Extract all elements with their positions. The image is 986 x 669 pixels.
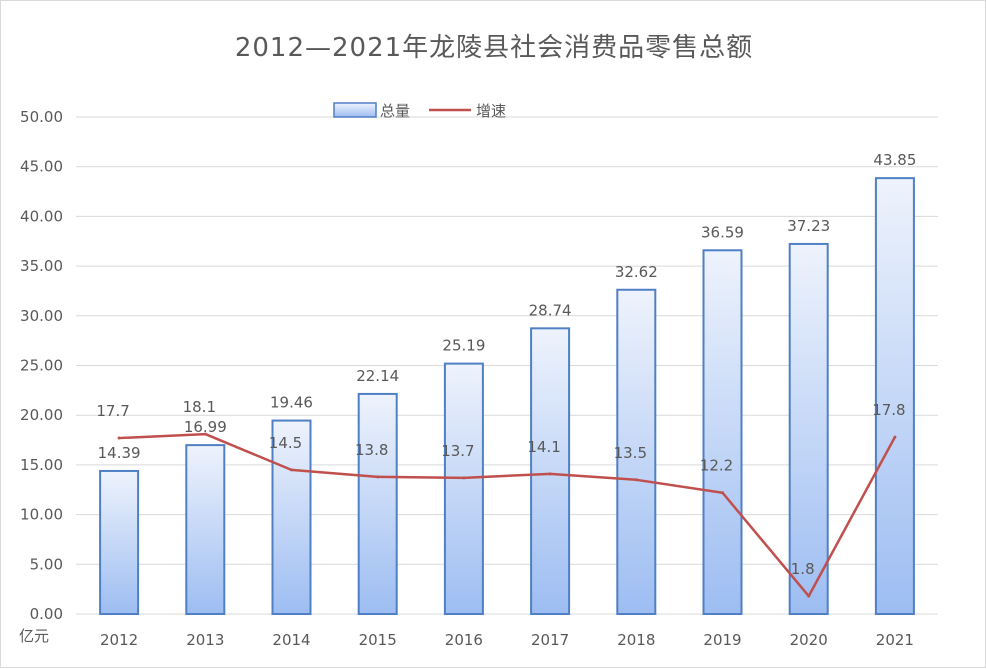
x-tick-label: 2013 (186, 631, 224, 649)
bar (185, 444, 226, 615)
y-tick-label: 45.00 (20, 158, 63, 176)
bar-data-label: 43.85 (873, 151, 916, 169)
bar (530, 327, 571, 615)
y-tick-label: 25.00 (20, 357, 63, 375)
line-data-label: 14.1 (527, 438, 560, 456)
bar (99, 469, 140, 616)
legend-label: 总量 (380, 102, 410, 120)
bar (874, 177, 915, 615)
y-tick-label: 15.00 (20, 456, 63, 474)
y-tick-label: 35.00 (20, 257, 63, 275)
line-data-label: 13.8 (355, 441, 388, 459)
bar (616, 288, 657, 615)
line-point (376, 475, 380, 479)
y-tick-label: 30.00 (20, 307, 63, 325)
line-point (548, 472, 552, 476)
line-point (807, 594, 811, 598)
line-point (462, 476, 466, 480)
line-data-label: 13.7 (441, 442, 474, 460)
bar-data-label: 36.59 (701, 223, 744, 241)
x-tick-label: 2012 (100, 631, 138, 649)
x-tick-label: 2017 (531, 631, 569, 649)
line-point (634, 478, 638, 482)
bar (788, 242, 829, 615)
y-tick-label: 40.00 (20, 207, 63, 225)
line-point (117, 436, 121, 440)
y-tick-label: 5.00 (30, 555, 63, 573)
y-tick-label: 0.00 (30, 605, 63, 623)
x-tick-label: 2016 (445, 631, 483, 649)
bar-data-label: 14.39 (98, 444, 141, 462)
bar-data-label: 25.19 (442, 337, 485, 355)
line-data-label: 13.5 (614, 444, 647, 462)
bar (702, 249, 743, 615)
line-data-label: 18.1 (183, 398, 216, 416)
bar-data-label: 37.23 (787, 217, 830, 235)
x-tick-label: 2018 (617, 631, 655, 649)
y-tick-label: 10.00 (20, 506, 63, 524)
bar (357, 392, 398, 615)
legend-swatch-bar (333, 102, 377, 118)
x-tick-label: 2015 (359, 631, 397, 649)
bar-data-label: 19.46 (270, 394, 313, 412)
x-tick-label: 2020 (790, 631, 828, 649)
y-tick-label: 50.00 (20, 108, 63, 126)
x-tick-label: 2021 (876, 631, 914, 649)
legend-label: 增速 (476, 102, 506, 120)
line-data-label: 14.5 (269, 434, 302, 452)
bar-data-label: 32.62 (615, 263, 658, 281)
x-tick-label: 2019 (703, 631, 741, 649)
y-axis-unit-label: 亿元 (19, 627, 49, 645)
line-data-label: 17.8 (872, 401, 905, 419)
line-data-label: 17.7 (96, 402, 129, 420)
line-point (893, 435, 897, 439)
y-tick-label: 20.00 (20, 406, 63, 424)
bar (443, 362, 484, 615)
line-point (203, 432, 207, 436)
growth-rate-line (119, 432, 896, 598)
line-data-label: 12.2 (700, 457, 733, 475)
bar-data-label: 28.74 (529, 301, 572, 319)
line-data-label: 1.8 (791, 560, 815, 578)
line-point (290, 468, 293, 472)
chart-title: 2012—2021年龙陵县社会消费品零售总额 (234, 33, 754, 63)
line-point (721, 491, 724, 495)
bar (271, 419, 312, 615)
x-tick-label: 2014 (272, 631, 310, 649)
bar-data-label: 16.99 (184, 418, 227, 436)
bar-data-label: 22.14 (356, 367, 399, 385)
